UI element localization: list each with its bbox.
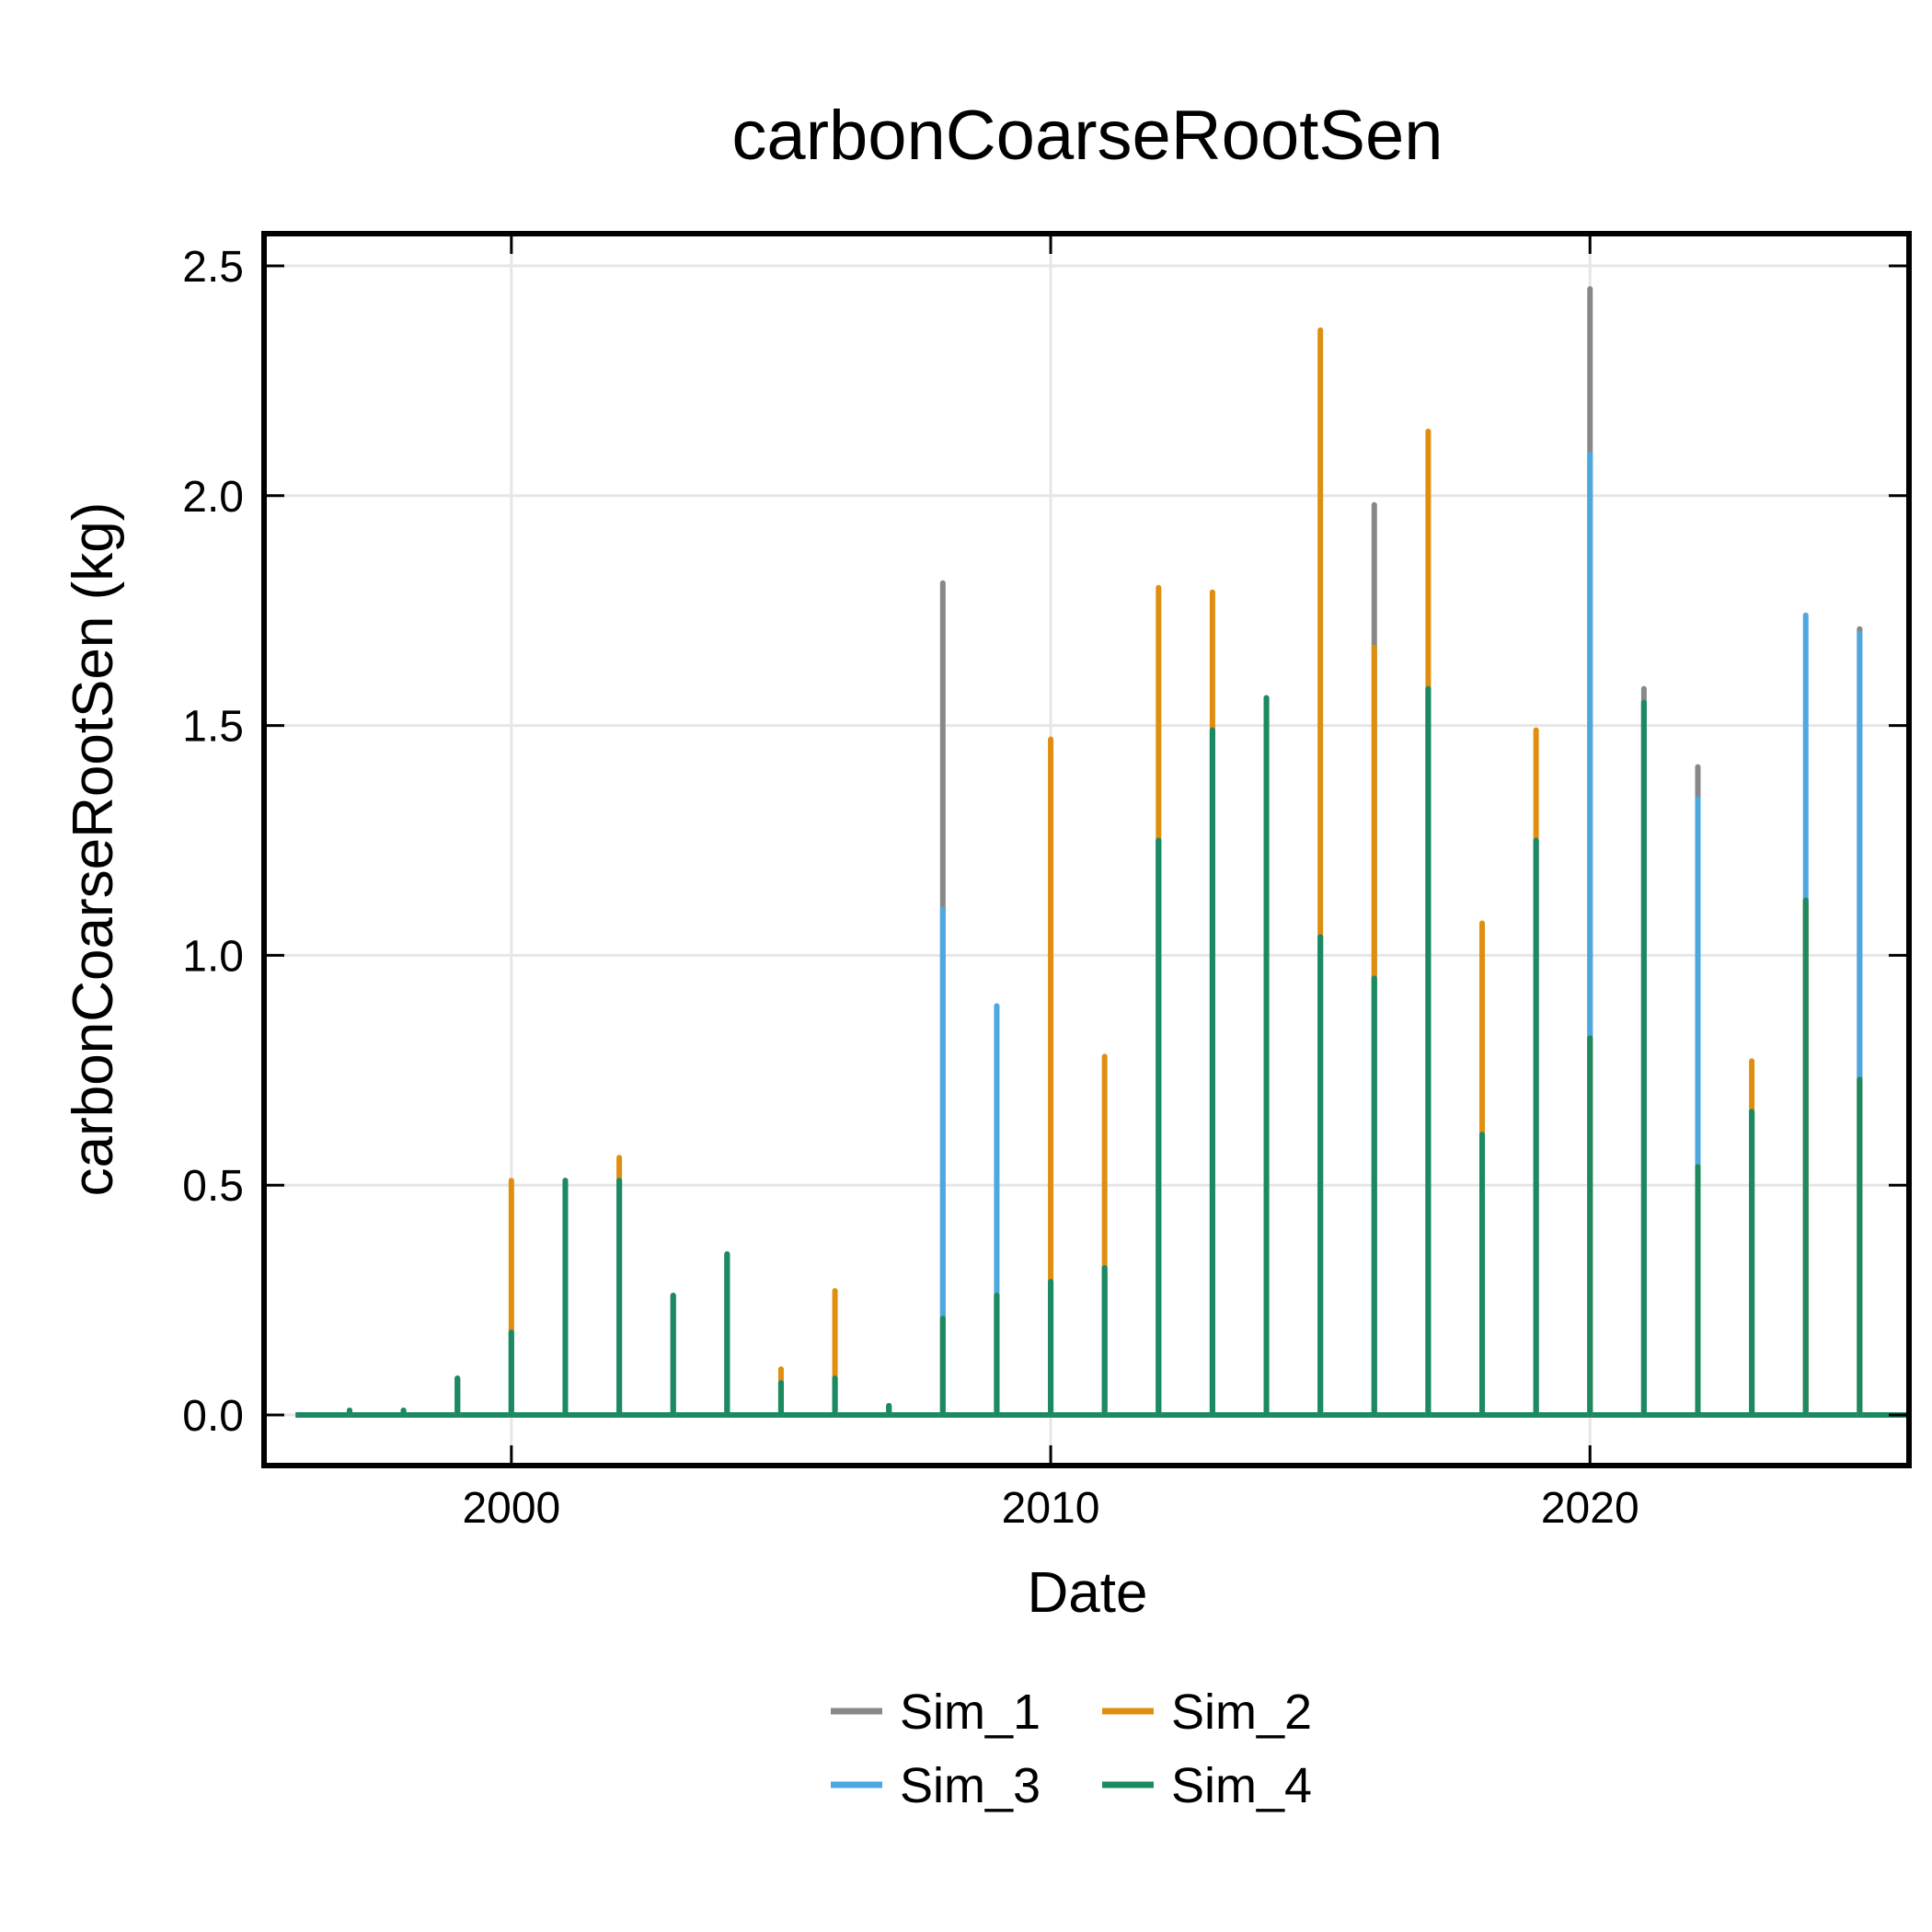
legend: Sim_1 Sim_2 Sim_3 Sim_4 bbox=[831, 1685, 1312, 1813]
axis-ticks: 0.0 0.5 1.0 1.5 2.0 2.5 2000 2010 2020 bbox=[182, 234, 1909, 1533]
y-axis-label: carbonCoarseRootSen (kg) bbox=[62, 502, 125, 1197]
legend-label: Sim_2 bbox=[1171, 1685, 1312, 1740]
legend-label: Sim_4 bbox=[1171, 1758, 1312, 1813]
x-tick-label: 2020 bbox=[1541, 1484, 1639, 1533]
y-tick-label: 0.0 bbox=[182, 1392, 244, 1441]
legend-label: Sim_3 bbox=[900, 1758, 1041, 1813]
plot-frame bbox=[261, 231, 1912, 1468]
y-tick-label: 2.0 bbox=[182, 473, 244, 522]
data-marks bbox=[346, 285, 1863, 1419]
y-tick-label: 1.0 bbox=[182, 932, 244, 981]
y-tick-label: 0.5 bbox=[182, 1162, 244, 1211]
legend-label: Sim_1 bbox=[900, 1685, 1041, 1740]
x-tick-label: 2000 bbox=[462, 1484, 560, 1533]
x-axis-label: Date bbox=[1028, 1561, 1148, 1625]
y-tick-label: 1.5 bbox=[182, 703, 244, 752]
x-tick-label: 2010 bbox=[1002, 1484, 1100, 1533]
y-tick-label: 2.5 bbox=[182, 243, 244, 292]
chart-title: carbonCoarseRootSen bbox=[731, 97, 1443, 175]
